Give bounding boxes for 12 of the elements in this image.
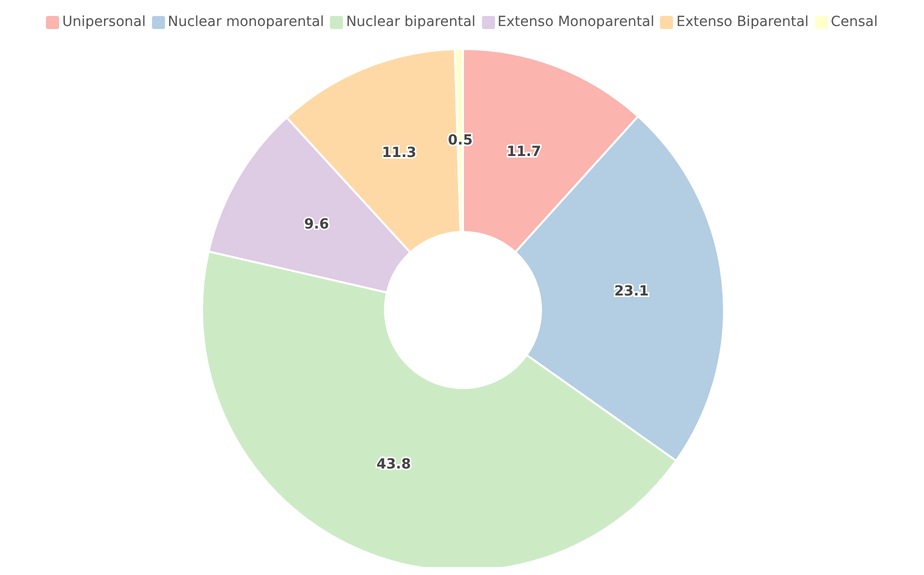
legend-label: Nuclear biparental (346, 14, 476, 30)
legend-label: Extenso Biparental (676, 14, 809, 30)
legend-label: Extenso Monoparental (498, 14, 654, 30)
data-label: 9.6 (304, 216, 329, 233)
data-label: 11.7 (506, 144, 542, 160)
legend-label: Unipersonal (62, 14, 146, 30)
data-label: 0.5 (448, 132, 473, 149)
legend-label: Censal (830, 14, 878, 30)
data-label: 43.8 (376, 456, 412, 473)
legend-label: Nuclear monoparental (168, 14, 324, 30)
data-label: 23.1 (614, 283, 649, 300)
data-label: 11.3 (382, 145, 416, 161)
